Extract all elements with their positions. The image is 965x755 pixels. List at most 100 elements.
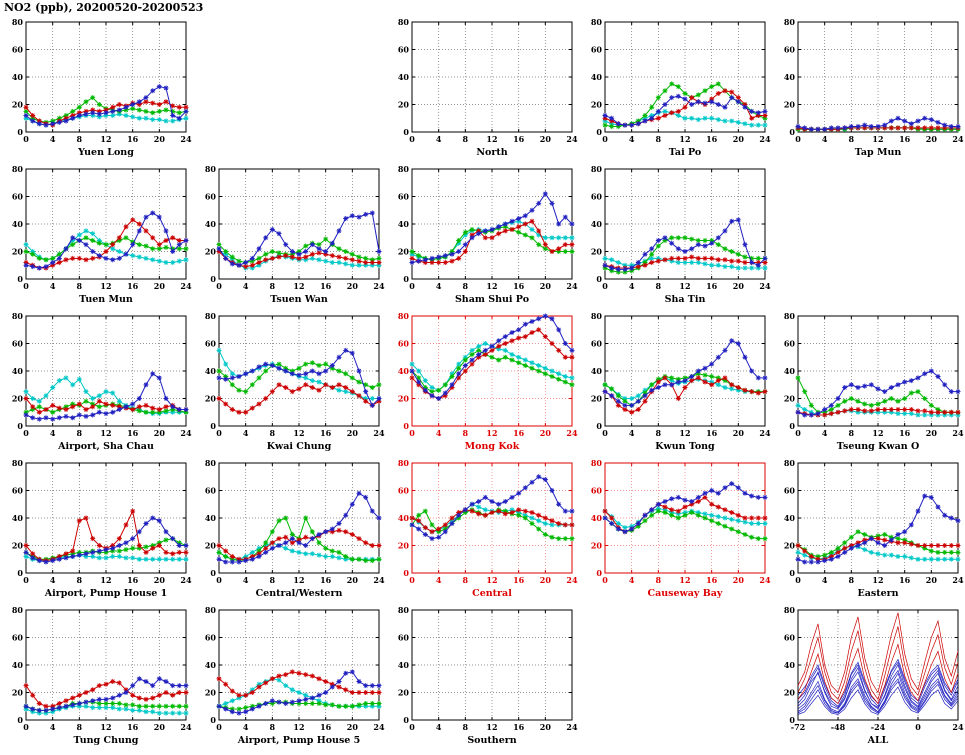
x-tick-label: 12 [679,428,690,438]
y-tick-label: 80 [398,458,410,468]
y-tick-label: 60 [398,191,410,201]
chart-title: Tung Chung [74,735,139,746]
chart-title: Sham Shui Po [455,294,529,305]
series-markers-green [602,508,768,542]
chart-central-western: 0 4 8 12 16 20 24 0 20 40 60 80 Central/Western [193,456,386,603]
x-tick-label: 16 [899,575,911,585]
x-tick-label: 24 [180,281,192,291]
x-tick-label: 24 [373,428,385,438]
chart-canvas-all: -72 -48 -24 0 24 0 20 40 60 80 ALL [784,605,964,746]
y-tick-label: 40 [398,513,410,523]
series-markers-blue [23,84,189,128]
chart-title: Central/Western [256,588,343,599]
y-tick-label: 0 [596,127,602,137]
y-tick-label: 0 [403,127,409,137]
y-tick-label: 80 [205,605,217,615]
chart-canvas-tuen-mun: 0 4 8 12 16 20 24 0 20 40 60 80 Tuen Mun [12,164,192,305]
series-markers-red [795,536,961,562]
y-tick-label: 60 [784,338,796,348]
x-tick-label: 8 [849,134,855,144]
x-tick-label: 12 [100,575,111,585]
y-tick-label: 80 [12,458,24,468]
y-tick-label: 80 [591,164,603,174]
x-tick-label: 4 [436,575,442,585]
y-tick-label: 0 [789,127,795,137]
x-tick-label: 20 [347,281,359,291]
x-tick-label: 24 [759,134,771,144]
series-line-blue [25,86,187,126]
x-tick-label: 16 [706,428,718,438]
y-tick-label: 40 [784,660,796,670]
x-tick-label: 16 [127,722,139,732]
x-tick-label: 24 [566,428,578,438]
x-tick-label: 16 [513,281,525,291]
x-tick-label: 4 [50,134,56,144]
chart-tung-chung: 0 4 8 12 16 20 24 0 20 40 60 80 Tung Chung [0,603,193,750]
page-title: NO2 (ppb), 20200520-20200523 [4,1,204,14]
series-line-red [797,643,959,705]
y-tick-label: 20 [398,687,410,697]
x-tick-label: 0 [602,281,608,291]
x-tick-label: 16 [706,134,718,144]
chart-title: Causeway Bay [648,588,723,599]
series-markers-blue [602,481,768,535]
x-tick-label: 0 [23,281,29,291]
x-tick-label: 16 [513,722,525,732]
series-markers-blue [23,515,189,565]
x-tick-label: 0 [409,134,415,144]
y-tick-label: 20 [591,99,603,109]
y-tick-label: 20 [591,246,603,256]
y-tick-label: 20 [398,99,410,109]
y-tick-label: 40 [398,366,410,376]
y-tick-label: 40 [784,513,796,523]
series-markers-cyan [409,218,575,263]
series-markers-green [216,236,382,265]
x-tick-label: 0 [409,722,415,732]
chart-yuen-long: 0 4 8 12 16 20 24 0 20 40 60 80 Yuen Long [0,15,193,162]
y-tick-label: 80 [12,164,24,174]
x-tick-label: 4 [436,134,442,144]
y-tick-label: 40 [784,366,796,376]
x-tick-label: 16 [899,428,911,438]
chart-causeway-bay: 0 4 8 12 16 20 24 0 20 40 60 80 Causeway Bay [579,456,772,603]
series-markers-blue [795,368,961,418]
y-tick-label: 0 [210,421,216,431]
y-tick-label: 80 [12,17,24,27]
series-markers-blue [602,338,768,408]
chart-mong-kok: 0 4 8 12 16 20 24 0 20 40 60 80 Mong Kok [386,309,579,456]
y-tick-label: 80 [784,311,796,321]
y-tick-label: 0 [789,421,795,431]
chart-canvas-tai-po: 0 4 8 12 16 20 24 0 20 40 60 80 Tai Po [591,17,771,158]
chart-tseung-kwan-o: 0 4 8 12 16 20 24 0 20 40 60 80 Tseung Kwan O [772,309,965,456]
x-tick-label: 0 [795,428,801,438]
x-tick-label: 8 [270,281,276,291]
x-tick-label: 16 [513,575,525,585]
x-tick-label: 16 [899,134,911,144]
y-tick-label: 80 [784,458,796,468]
y-tick-label: 20 [12,393,24,403]
y-tick-label: 40 [205,366,217,376]
y-tick-label: 20 [398,393,410,403]
y-tick-label: 80 [205,458,217,468]
x-tick-label: -24 [871,722,886,732]
x-tick-label: 12 [486,134,497,144]
chart-canvas-central-western: 0 4 8 12 16 20 24 0 20 40 60 80 Central/Western [205,458,385,599]
y-tick-label: 40 [591,219,603,229]
x-tick-label: 16 [320,575,332,585]
x-tick-label: 16 [127,575,139,585]
y-tick-label: 40 [591,513,603,523]
y-tick-label: 60 [591,485,603,495]
y-tick-label: 40 [591,72,603,82]
y-tick-label: 60 [784,632,796,642]
x-tick-label: 0 [915,722,921,732]
y-tick-label: 60 [205,632,217,642]
chart-kwai-chung: 0 4 8 12 16 20 24 0 20 40 60 80 Kwai Chung [193,309,386,456]
series-markers-blue [216,669,382,716]
y-tick-label: 60 [12,338,24,348]
x-tick-label: 0 [409,428,415,438]
x-tick-label: 16 [706,575,718,585]
x-tick-label: 4 [436,428,442,438]
x-tick-label: 4 [436,722,442,732]
x-tick-label: 12 [100,428,111,438]
x-tick-label: 16 [320,722,332,732]
